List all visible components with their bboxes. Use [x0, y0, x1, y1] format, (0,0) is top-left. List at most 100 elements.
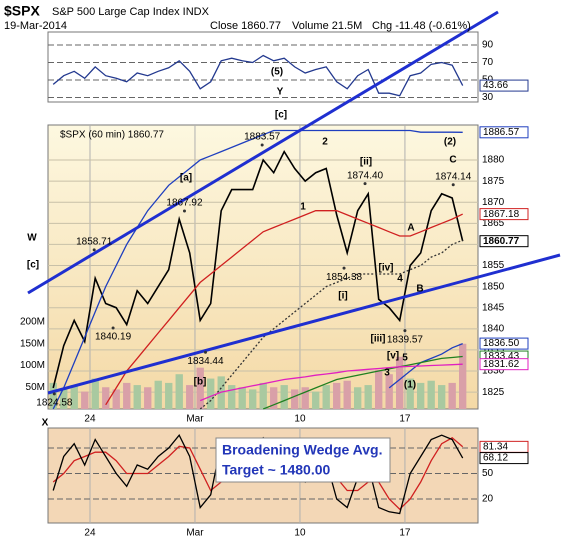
wave-label: 4 — [397, 274, 403, 285]
date: 19-Mar-2014 — [4, 20, 67, 32]
end-tag-label: 68.12 — [483, 453, 508, 464]
wave-label: 5 — [402, 353, 408, 364]
volume-bar — [91, 378, 99, 409]
price-label: 1854.38 — [326, 272, 363, 283]
price-label: 1824.58 — [36, 398, 73, 409]
wave-label: C — [449, 155, 456, 166]
y-tick-label: 1840 — [482, 323, 505, 334]
x-tick-label: 17 — [399, 528, 411, 539]
series-line — [52, 54, 464, 97]
price-label: 1840.19 — [95, 332, 132, 343]
end-tag-label: 81.34 — [483, 441, 508, 452]
price-label: 1839.57 — [387, 334, 424, 345]
volume-bar — [375, 369, 383, 409]
volume-bar — [102, 387, 110, 409]
end-tag — [479, 358, 529, 371]
volume-bar — [427, 380, 435, 409]
volume-bar — [280, 385, 288, 409]
y-tick-label: 1845 — [482, 302, 505, 313]
wave-label: B — [416, 284, 423, 295]
volume-bar — [396, 356, 404, 409]
wave-label: [c] — [27, 260, 39, 271]
series-line — [105, 210, 463, 406]
wave-label: A — [407, 223, 414, 234]
change: Chg -11.48 (-0.61%) — [372, 20, 471, 32]
y-tick-label: 30 — [482, 92, 494, 103]
price-point — [203, 350, 207, 354]
volume-bar — [291, 389, 299, 409]
price-label: 1874.40 — [347, 170, 384, 181]
volume-bar — [249, 389, 257, 409]
x-tick-label: 17 — [399, 414, 411, 425]
volume-bar — [112, 389, 120, 409]
volume-bar — [207, 378, 215, 409]
panel-background — [47, 124, 479, 410]
end-tag-label: 1867.18 — [483, 209, 520, 220]
series-line — [262, 355, 463, 410]
y2-tick-label: 200M — [20, 317, 45, 328]
end-tag-label: 1831.62 — [483, 359, 520, 370]
volume-bar — [354, 387, 362, 409]
y-tick-label: 1825 — [482, 387, 505, 398]
wave-label: [v] — [387, 351, 399, 362]
y-tick-label: 1850 — [482, 281, 505, 292]
y-tick-label: 1855 — [482, 260, 505, 271]
wave-label: 3 — [384, 368, 390, 379]
volume-bar — [154, 380, 162, 409]
price-label: 1858.71 — [76, 237, 113, 248]
volume-bar — [175, 374, 183, 409]
price-label: 1883.57 — [244, 132, 281, 143]
wave-label: (1) — [404, 380, 416, 391]
volume-bar — [196, 367, 204, 409]
volume-bar — [133, 385, 141, 409]
close: Close 1860.77 — [210, 20, 281, 32]
wave-label: 1 — [300, 202, 306, 213]
volume-bar — [70, 385, 78, 409]
volume-bar — [448, 382, 456, 409]
price-point — [52, 392, 56, 396]
lower-wedge-line — [47, 253, 561, 395]
end-tag — [479, 79, 529, 92]
annotation-text: Broadening Wedge Avg. — [222, 442, 383, 458]
symbol: $SPX — [4, 3, 40, 19]
x-tick-label: 24 — [84, 414, 96, 425]
series-line — [52, 129, 463, 410]
y-tick-label: 1865 — [482, 218, 505, 229]
wave-label: [a] — [180, 173, 192, 184]
volume-bar — [406, 378, 414, 409]
price-point — [111, 326, 115, 330]
end-tag — [479, 452, 529, 465]
wave-label: (5) — [271, 67, 283, 78]
end-tag — [479, 337, 529, 350]
price-point — [363, 182, 367, 186]
volume-bar — [144, 387, 152, 409]
volume-bar — [60, 389, 68, 409]
price-point — [451, 183, 455, 187]
annotation-box — [215, 437, 391, 483]
wave-label: [iii] — [371, 334, 386, 345]
volume-bar — [322, 385, 330, 409]
price-point — [403, 329, 407, 333]
y2-tick-label: 100M — [20, 360, 45, 371]
x-tick-label: Mar — [186, 528, 204, 539]
price-label: 1874.14 — [435, 171, 472, 182]
volume-bar — [49, 382, 57, 409]
x-tick-label: 10 — [294, 528, 306, 539]
volume-bar — [438, 385, 446, 409]
price-point — [182, 209, 186, 213]
legend: $SPX (60 min) 1860.77 — [60, 130, 164, 141]
plot-layer: 3050709024Mar101718251830183518401845185… — [20, 31, 505, 539]
wave-label: [iv] — [379, 263, 394, 274]
y-tick-label: 1875 — [482, 176, 505, 187]
wave-label: X — [42, 418, 49, 429]
x-tick-label: 10 — [294, 414, 306, 425]
price-point — [260, 143, 264, 147]
volume-bar — [123, 382, 131, 409]
wave-label: [ii] — [360, 157, 372, 168]
y-tick-label: 1880 — [482, 155, 505, 166]
y-tick-label: 1835 — [482, 345, 505, 356]
wave-label: 2 — [322, 137, 328, 148]
x-tick-label: Mar — [186, 414, 204, 425]
price-label: 1834.44 — [187, 356, 224, 367]
